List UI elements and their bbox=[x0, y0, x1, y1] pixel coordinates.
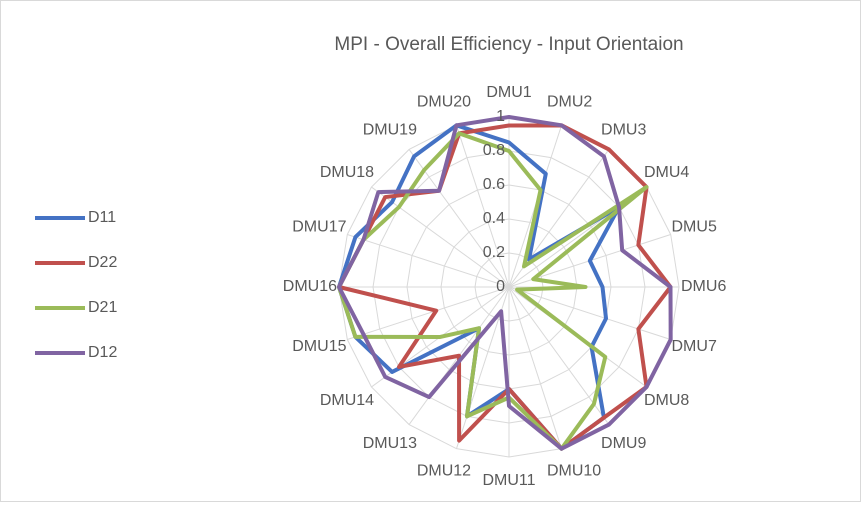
r-tick-label: 0.6 bbox=[483, 176, 505, 193]
r-tick-label: 0.2 bbox=[483, 244, 505, 261]
category-label: DMU12 bbox=[417, 463, 471, 480]
spoke bbox=[408, 149, 510, 288]
category-label: DMU16 bbox=[283, 278, 337, 295]
r-tick-label: 0 bbox=[496, 278, 505, 295]
category-label: DMU10 bbox=[547, 463, 601, 480]
category-label: DMU3 bbox=[601, 121, 646, 138]
legend-label: D22 bbox=[88, 254, 117, 271]
category-label: DMU6 bbox=[681, 278, 726, 295]
category-label: DMU13 bbox=[363, 435, 417, 452]
legend-label: D21 bbox=[88, 299, 117, 316]
category-label: DMU18 bbox=[320, 164, 374, 181]
category-label: DMU19 bbox=[363, 121, 417, 138]
category-label: DMU5 bbox=[672, 218, 717, 235]
series-line bbox=[337, 115, 673, 451]
category-label: DMU15 bbox=[292, 338, 346, 355]
spoke bbox=[455, 125, 510, 288]
category-label: DMU7 bbox=[672, 338, 717, 355]
legend-label: D12 bbox=[88, 344, 117, 361]
category-label: DMU2 bbox=[547, 94, 592, 111]
legend-label: D11 bbox=[88, 209, 116, 226]
category-label: DMU9 bbox=[601, 435, 646, 452]
spoke bbox=[347, 233, 510, 288]
r-tick-label: 0.8 bbox=[483, 142, 505, 159]
category-label: DMU4 bbox=[644, 164, 689, 181]
category-label: DMU14 bbox=[320, 392, 374, 409]
spoke bbox=[371, 186, 510, 288]
spoke bbox=[508, 286, 563, 449]
category-label: DMU17 bbox=[292, 218, 346, 235]
r-tick-label: 1 bbox=[496, 108, 505, 125]
r-tick-label: 0.4 bbox=[483, 210, 505, 227]
spoke bbox=[347, 286, 510, 341]
category-label: DMU8 bbox=[644, 392, 689, 409]
category-label: DMU11 bbox=[482, 472, 535, 489]
category-label: DMU20 bbox=[417, 94, 471, 111]
spoke bbox=[508, 286, 671, 341]
chart-title: MPI - Overall Efficiency - Input Orienta… bbox=[334, 34, 683, 55]
spoke bbox=[508, 286, 610, 425]
category-label: DMU1 bbox=[486, 84, 531, 101]
